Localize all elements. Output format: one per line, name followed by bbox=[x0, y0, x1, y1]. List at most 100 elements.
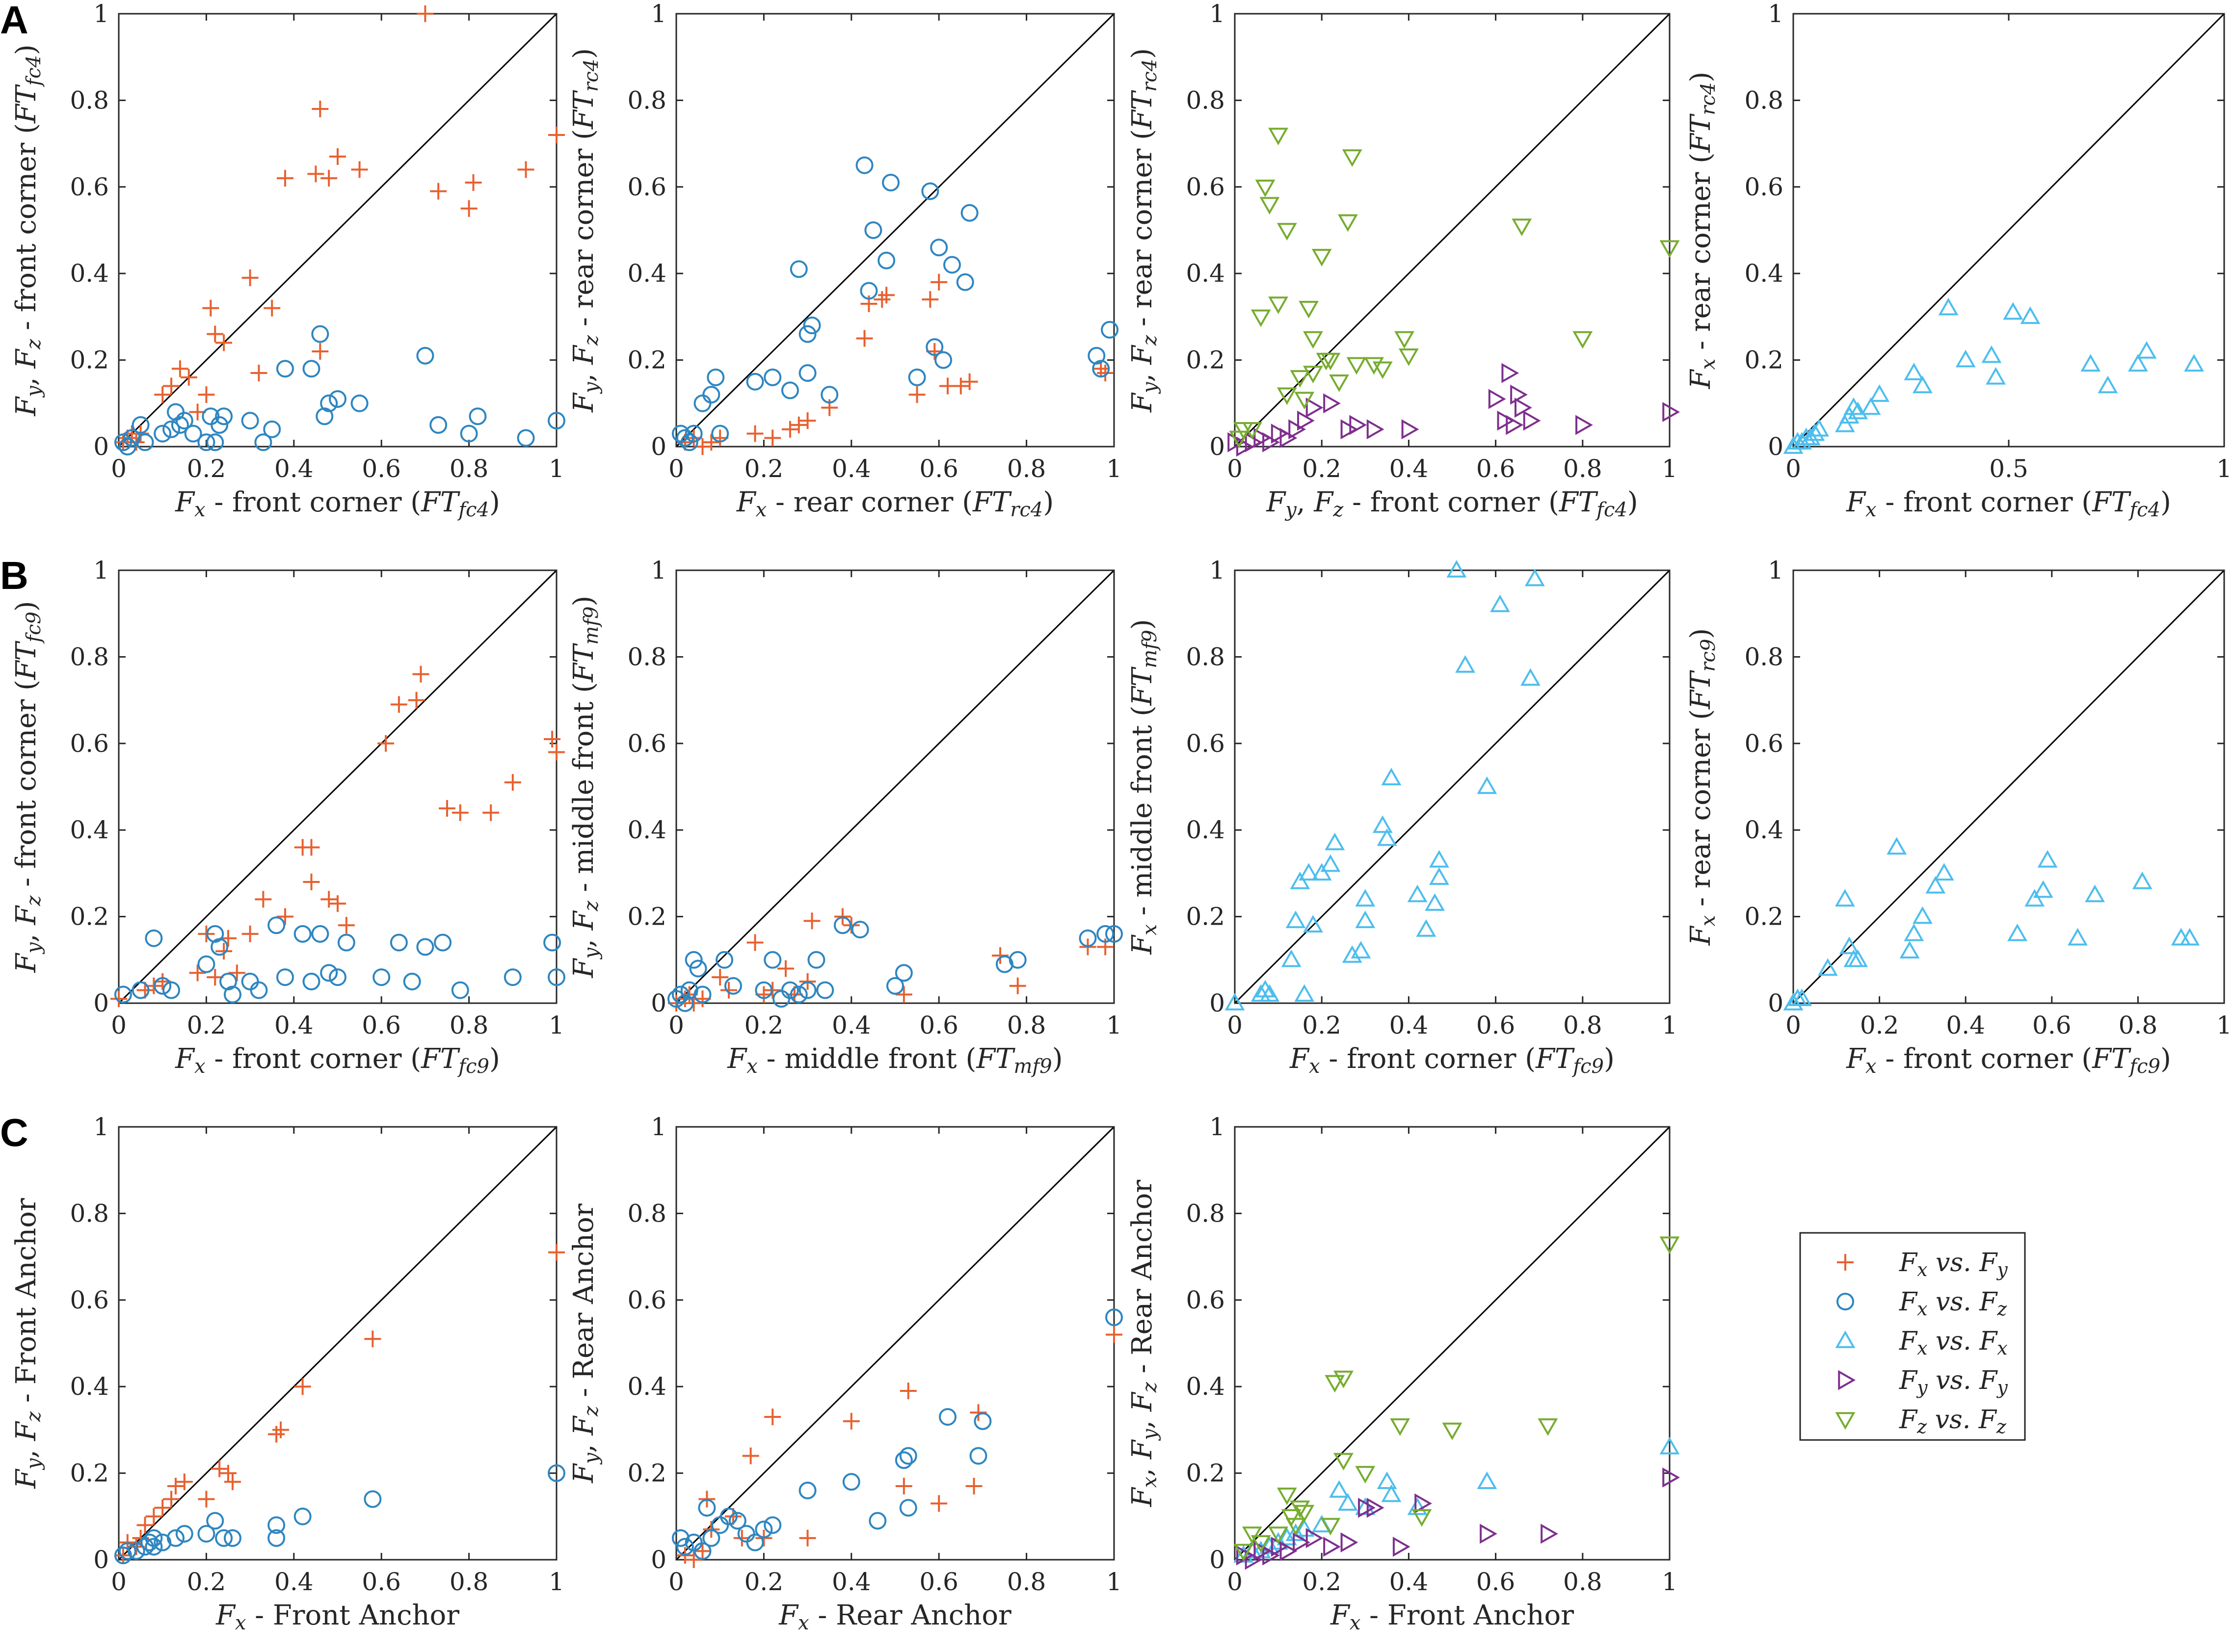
legend-item-fz-fz: Fz vs. Fz bbox=[1835, 1405, 2007, 1438]
x-tick-label: 0.4 bbox=[274, 1011, 314, 1039]
data-point bbox=[1355, 889, 1376, 907]
series-fx-fz bbox=[671, 156, 1119, 452]
legend-item-fx-fx: Fx vs. Fx bbox=[1835, 1327, 2008, 1359]
data-point bbox=[1572, 331, 1593, 349]
y-tick-label: 1 bbox=[93, 0, 109, 28]
data-point bbox=[276, 360, 294, 378]
data-point bbox=[1349, 415, 1367, 435]
data-point bbox=[2020, 306, 2041, 324]
data-point bbox=[1305, 1528, 1324, 1548]
data-point bbox=[132, 416, 150, 434]
data-point bbox=[712, 969, 729, 986]
data-point bbox=[930, 239, 948, 257]
panel-a2: 0 0.2 0.4 0.6 0.8 1 0 0.2 0.4 0.6 0.8 1 Fx - rear co… bbox=[568, 0, 1122, 521]
series-fx-fz bbox=[114, 1464, 565, 1565]
data-point bbox=[798, 981, 817, 999]
data-point bbox=[482, 804, 500, 821]
data-point bbox=[1268, 1526, 1289, 1545]
data-point bbox=[1364, 357, 1384, 375]
data-point bbox=[175, 412, 193, 430]
legend-label-fx-fz: Fx vs. Fz bbox=[1899, 1287, 2007, 1320]
data-point bbox=[154, 386, 171, 403]
legend: Fx vs. Fy Fx vs. Fz Fx vs. Fx Fy vs. Fy … bbox=[1799, 1232, 2026, 1441]
data-point bbox=[900, 1383, 917, 1400]
data-point bbox=[154, 425, 172, 443]
data-point bbox=[1372, 815, 1393, 833]
y-axis-label: Fy, Fz - rear corner (FTrc4) bbox=[1126, 48, 1161, 413]
identity-line bbox=[1792, 13, 2225, 448]
x-axis-label: Fx - Front Anchor bbox=[1330, 1599, 1574, 1634]
data-point bbox=[707, 368, 725, 386]
data-point bbox=[504, 774, 521, 791]
data-point bbox=[215, 1529, 233, 1547]
data-point bbox=[412, 666, 429, 683]
y-tick-label: 0.8 bbox=[627, 642, 666, 671]
data-point bbox=[2080, 354, 2101, 372]
data-point bbox=[123, 429, 141, 447]
data-point bbox=[877, 251, 896, 269]
data-point bbox=[154, 1499, 171, 1517]
data-point bbox=[1294, 1519, 1315, 1537]
data-point bbox=[320, 394, 338, 412]
data-point bbox=[1506, 415, 1524, 435]
data-point bbox=[1285, 1518, 1306, 1536]
data-point bbox=[276, 170, 293, 187]
x-tick-label: 0.2 bbox=[744, 1568, 784, 1596]
data-point bbox=[930, 1495, 948, 1512]
data-point bbox=[1285, 1523, 1306, 1541]
data-point bbox=[548, 1464, 565, 1482]
x-tick-label: 0 bbox=[668, 1568, 684, 1596]
data-point bbox=[1809, 419, 1830, 437]
data-point bbox=[416, 346, 434, 365]
legend-marker-fy-fy bbox=[1838, 1370, 1856, 1390]
data-point bbox=[1411, 1509, 1432, 1527]
data-point bbox=[316, 407, 334, 426]
data-point bbox=[895, 1478, 912, 1495]
x-tick-label: 0.2 bbox=[1302, 1011, 1341, 1039]
data-point bbox=[1575, 415, 1593, 435]
y-tick-label: 0 bbox=[1209, 432, 1225, 461]
y-tick-label: 0.6 bbox=[627, 1286, 666, 1314]
series-fz-fz bbox=[1233, 1236, 1680, 1562]
data-point bbox=[1839, 936, 1860, 955]
panel-a4: 0 0.5 1 0 0.2 0.4 0.6 0.8 1 Fx - front corner (FT… bbox=[1685, 0, 2232, 521]
data-point bbox=[1096, 925, 1115, 943]
data-point bbox=[460, 200, 478, 217]
x-axis-label: Fx - Rear Anchor bbox=[778, 1599, 1011, 1634]
data-point bbox=[869, 1512, 887, 1530]
data-point bbox=[198, 386, 215, 403]
data-point bbox=[711, 425, 729, 443]
x-tick-label: 1 bbox=[1106, 454, 1122, 483]
data-point bbox=[899, 1447, 917, 1465]
data-point bbox=[671, 1529, 690, 1547]
data-point bbox=[154, 1533, 172, 1551]
x-tick-label: 0.6 bbox=[919, 454, 958, 483]
data-point bbox=[351, 161, 368, 178]
data-point bbox=[228, 964, 245, 982]
data-point bbox=[215, 943, 233, 960]
y-tick-label: 0.8 bbox=[1744, 86, 1783, 114]
y-tick-label: 0.2 bbox=[70, 1459, 109, 1488]
data-point bbox=[184, 425, 202, 443]
data-point bbox=[676, 429, 694, 447]
x-tick-label: 0.6 bbox=[2032, 1011, 2072, 1039]
data-point bbox=[276, 968, 294, 986]
data-point bbox=[1259, 984, 1280, 1002]
data-point bbox=[939, 1408, 957, 1426]
data-point bbox=[202, 299, 219, 317]
series-fx-fz bbox=[667, 916, 1123, 1012]
data-point bbox=[1303, 366, 1323, 384]
data-point bbox=[943, 256, 961, 274]
y-tick-label: 1 bbox=[1209, 1113, 1225, 1141]
data-point bbox=[302, 972, 320, 990]
data-point bbox=[1912, 375, 1933, 394]
data-point bbox=[694, 1543, 711, 1560]
y-tick-label: 1 bbox=[651, 556, 666, 585]
legend-marker-shape bbox=[1838, 1370, 1856, 1390]
data-point bbox=[755, 981, 773, 999]
identity-line bbox=[675, 1126, 1115, 1561]
data-point bbox=[1510, 384, 1528, 405]
series-fz-fz bbox=[1229, 128, 1680, 449]
data-point bbox=[1303, 915, 1323, 933]
data-point bbox=[855, 156, 874, 174]
